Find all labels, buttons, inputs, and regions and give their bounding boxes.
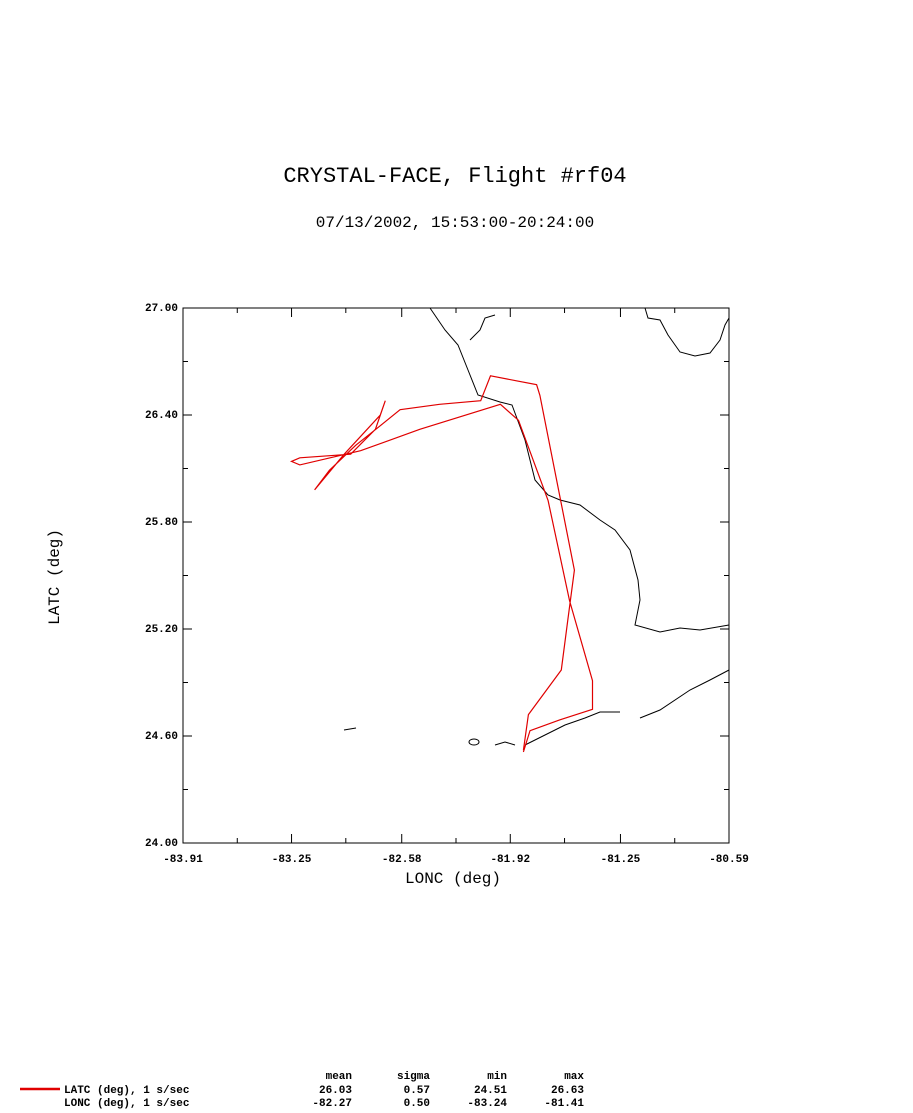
keys — [524, 711, 620, 746]
y-tick-label: 27.00 — [145, 303, 178, 315]
island — [468, 738, 480, 746]
y-tick-label: 25.80 — [145, 517, 178, 529]
coastline — [343, 307, 730, 746]
chart-title: CRYSTAL-FACE, Flight #rf04 — [283, 164, 626, 189]
y-tick-label: 26.40 — [145, 410, 178, 422]
x-tick-label: -83.91 — [163, 854, 203, 866]
x-tick-label: -80.59 — [709, 854, 749, 866]
island — [343, 727, 357, 731]
chart-subtitle: 07/13/2002, 15:53:00-20:24:00 — [316, 214, 594, 232]
stats-header: min — [487, 1071, 507, 1083]
flight-track — [289, 375, 594, 753]
stats-cell: 26.03 — [319, 1085, 352, 1097]
stats-header: mean — [326, 1071, 352, 1083]
x-tick-label: -82.58 — [382, 854, 422, 866]
coast-west — [429, 307, 730, 633]
x-tick-label: -83.25 — [272, 854, 312, 866]
stats-header: max — [564, 1071, 584, 1083]
stats-cell: -82.27 — [312, 1098, 352, 1110]
y-axis-label: LATC (deg) — [46, 529, 64, 625]
stats-cell: 0.50 — [404, 1098, 430, 1110]
coast-east — [644, 307, 730, 357]
keys-east — [639, 669, 730, 719]
x-tick-label: -81.92 — [490, 854, 530, 866]
plot-frame — [182, 307, 730, 844]
legend-label: LATC (deg), 1 s/sec — [64, 1085, 189, 1097]
stats-cell: 0.57 — [404, 1085, 430, 1097]
stats-cell: -83.24 — [467, 1098, 507, 1110]
x-axis-label: LONC (deg) — [405, 870, 501, 888]
x-tick-label: -81.25 — [601, 854, 641, 866]
coast-inlet — [469, 314, 496, 341]
y-tick-label: 24.60 — [145, 731, 178, 743]
y-tick-label: 25.20 — [145, 624, 178, 636]
stats-cell: 26.63 — [551, 1085, 584, 1097]
islands — [494, 741, 516, 746]
stats-cell: 24.51 — [474, 1085, 507, 1097]
y-tick-label: 24.00 — [145, 838, 178, 850]
stats-cell: -81.41 — [544, 1098, 584, 1110]
stats-header: sigma — [397, 1071, 430, 1083]
legend-label: LONC (deg), 1 s/sec — [64, 1098, 189, 1110]
